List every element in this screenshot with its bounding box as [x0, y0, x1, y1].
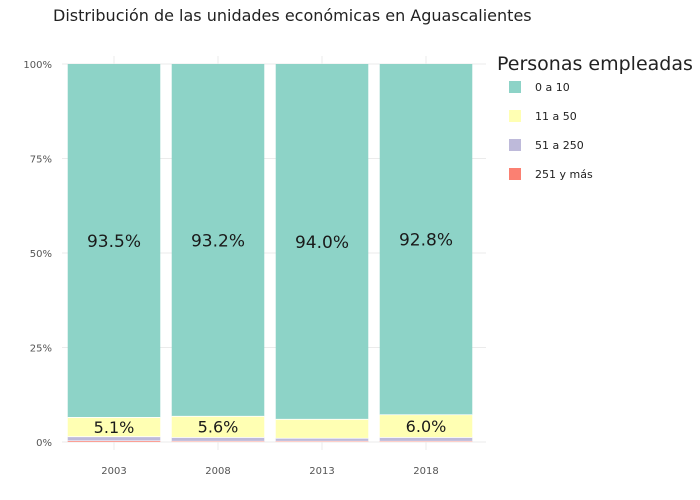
bars-layer	[67, 64, 473, 442]
legend-label: 51 a 250	[535, 138, 584, 152]
data-label: 94.0%	[295, 233, 349, 253]
labels-layer: 5.1% 93.5% 5.6% 93.2% 94.0% 6.0% 92.8%	[87, 231, 453, 437]
bar-segment[interactable]	[171, 64, 265, 417]
legend-item[interactable]: 11 a 50	[509, 109, 577, 123]
legend-label: 251 y más	[535, 167, 593, 181]
legend-label: 11 a 50	[535, 109, 577, 123]
legend-label: 0 a 10	[535, 80, 570, 94]
bar-segment[interactable]	[67, 417, 161, 437]
bar-segment[interactable]	[67, 440, 161, 442]
axis-layer: 0% 25% 50% 75% 100% 2003 2008 2013 2018	[23, 60, 438, 477]
y-tick-label: 50%	[30, 249, 52, 260]
bar-segment[interactable]	[67, 64, 161, 418]
x-tick-label: 2008	[205, 466, 230, 477]
legend-swatch	[509, 139, 521, 151]
bar-segment[interactable]	[67, 436, 161, 441]
bar-segment[interactable]	[275, 419, 369, 439]
x-tick-label: 2018	[413, 466, 438, 477]
bar-segment[interactable]	[275, 64, 369, 420]
bar-segment[interactable]	[379, 64, 473, 415]
y-tick-label: 100%	[23, 60, 52, 71]
chart-title: Distribución de las unidades económicas …	[53, 6, 532, 25]
bar-segment[interactable]	[275, 438, 369, 442]
legend-item[interactable]: 251 y más	[509, 167, 593, 181]
legend-swatch	[509, 81, 521, 93]
y-tick-label: 75%	[30, 155, 52, 166]
y-tick-label: 25%	[30, 344, 52, 355]
bar-segment[interactable]	[379, 414, 473, 438]
bar-segment[interactable]	[171, 437, 265, 442]
bar-segment[interactable]	[379, 437, 473, 442]
legend-title: Personas empleadas	[497, 53, 693, 75]
legend-item[interactable]: 0 a 10	[509, 80, 570, 94]
legend-swatch	[509, 110, 521, 122]
legend-item[interactable]: 51 a 250	[509, 138, 584, 152]
data-label: 92.8%	[399, 231, 453, 251]
data-label: 5.6%	[198, 418, 239, 437]
data-label: 93.5%	[87, 232, 141, 252]
legend-swatch	[509, 168, 521, 180]
bar-segment[interactable]	[171, 416, 265, 438]
data-label: 93.2%	[191, 231, 245, 251]
data-label: 6.0%	[406, 417, 447, 436]
x-tick-label: 2013	[309, 466, 334, 477]
y-tick-label: 0%	[36, 438, 52, 449]
data-label: 5.1%	[94, 418, 135, 437]
x-tick-label: 2003	[101, 466, 126, 477]
